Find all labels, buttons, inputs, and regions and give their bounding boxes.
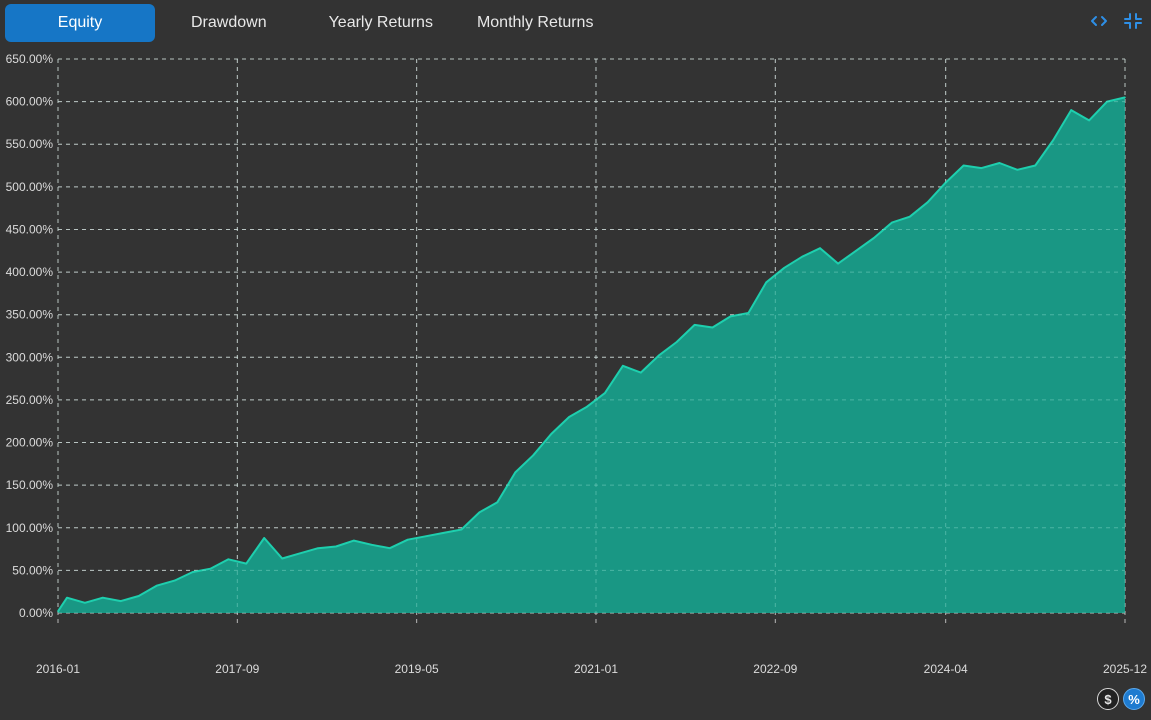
equity-point xyxy=(891,221,893,224)
equity-point xyxy=(66,596,68,599)
chart-toolbar xyxy=(1089,12,1143,30)
equity-point xyxy=(622,365,624,367)
equity-point xyxy=(675,341,678,343)
y-tick-label: 450.00% xyxy=(6,222,54,236)
equity-point xyxy=(711,326,714,329)
equity-point xyxy=(801,255,803,258)
y-tick-label: 250.00% xyxy=(6,393,54,407)
equity-point xyxy=(120,600,122,602)
equity-point xyxy=(1016,169,1019,171)
equity-area xyxy=(58,97,1125,613)
equity-point xyxy=(209,567,212,570)
equity-point xyxy=(496,501,499,504)
equity-point xyxy=(604,392,606,394)
equity-point xyxy=(478,511,481,514)
equity-point xyxy=(137,595,140,597)
equity-point xyxy=(729,315,732,318)
equity-point xyxy=(640,371,642,374)
equity-point xyxy=(998,162,1001,164)
equity-point xyxy=(353,539,355,542)
equity-point xyxy=(460,528,463,531)
equity-point xyxy=(873,237,875,239)
equity-point xyxy=(335,545,337,548)
dollar-toggle-button[interactable]: $ xyxy=(1097,688,1119,710)
x-tick-label: 2024-04 xyxy=(924,662,968,676)
equity-point xyxy=(1106,100,1108,103)
code-icon[interactable] xyxy=(1089,12,1109,30)
equity-point xyxy=(962,164,965,167)
x-tick-label: 2022-09 xyxy=(753,662,797,676)
y-tick-label: 50.00% xyxy=(12,563,53,577)
y-tick-label: 550.00% xyxy=(6,137,54,151)
y-tick-label: 650.00% xyxy=(6,52,54,66)
tab-equity[interactable]: Equity xyxy=(5,4,155,42)
equity-point xyxy=(57,610,59,613)
equity-point xyxy=(514,471,517,474)
equity-point xyxy=(909,215,911,218)
x-tick-label: 2021-01 xyxy=(574,662,618,676)
x-tick-label: 2019-05 xyxy=(395,662,439,676)
equity-point xyxy=(783,267,786,269)
equity-point xyxy=(371,544,373,546)
equity-point xyxy=(1034,164,1037,167)
y-tick-label: 100.00% xyxy=(6,521,54,535)
tab-bar: Equity Drawdown Yearly Returns Monthly R… xyxy=(5,4,615,42)
equity-point xyxy=(155,584,158,587)
equity-point xyxy=(855,250,857,252)
equity-point xyxy=(245,562,248,565)
equity-point xyxy=(317,547,319,549)
equity-point xyxy=(819,247,821,249)
unit-toggle: $ % xyxy=(1097,688,1145,710)
equity-point xyxy=(389,547,391,549)
y-tick-label: 300.00% xyxy=(6,350,54,364)
equity-point xyxy=(837,262,839,265)
tab-monthly-returns[interactable]: Monthly Returns xyxy=(476,14,594,31)
equity-point xyxy=(424,535,427,538)
equity-point xyxy=(765,281,768,284)
equity-point xyxy=(532,454,534,457)
y-tick-label: 400.00% xyxy=(6,265,54,279)
equity-point xyxy=(173,579,176,582)
y-tick-label: 200.00% xyxy=(6,436,54,450)
equity-point xyxy=(191,571,194,573)
collapse-icon[interactable] xyxy=(1123,12,1143,30)
equity-point xyxy=(550,433,552,435)
tab-drawdown[interactable]: Drawdown xyxy=(191,14,267,31)
x-tick-label: 2025-12 xyxy=(1103,662,1147,676)
equity-point xyxy=(944,181,947,184)
y-tick-label: 150.00% xyxy=(6,478,54,492)
y-tick-label: 0.00% xyxy=(19,606,53,620)
equity-point xyxy=(693,324,696,326)
y-tick-label: 500.00% xyxy=(6,180,54,194)
equity-point xyxy=(263,537,266,539)
y-tick-label: 350.00% xyxy=(6,308,54,322)
equity-point xyxy=(442,532,445,534)
equity-point xyxy=(102,596,104,599)
x-tick-label: 2016-01 xyxy=(36,662,80,676)
equity-point xyxy=(1124,96,1126,99)
equity-point xyxy=(926,201,929,203)
equity-point xyxy=(657,354,660,357)
tab-yearly-returns[interactable]: Yearly Returns xyxy=(328,14,433,31)
equity-point xyxy=(1052,139,1055,141)
equity-point xyxy=(568,416,570,418)
x-tick-label: 2017-09 xyxy=(215,662,259,676)
equity-point xyxy=(84,602,86,604)
equity-point xyxy=(299,552,301,555)
equity-point xyxy=(406,538,409,541)
equity-point xyxy=(1070,109,1072,111)
equity-point xyxy=(1088,119,1090,122)
equity-point xyxy=(747,312,750,314)
percent-toggle-button[interactable]: % xyxy=(1123,688,1145,710)
equity-point xyxy=(281,557,284,560)
equity-point xyxy=(980,167,983,169)
equity-point xyxy=(586,405,588,408)
equity-point xyxy=(227,558,230,561)
y-tick-label: 600.00% xyxy=(6,95,54,109)
